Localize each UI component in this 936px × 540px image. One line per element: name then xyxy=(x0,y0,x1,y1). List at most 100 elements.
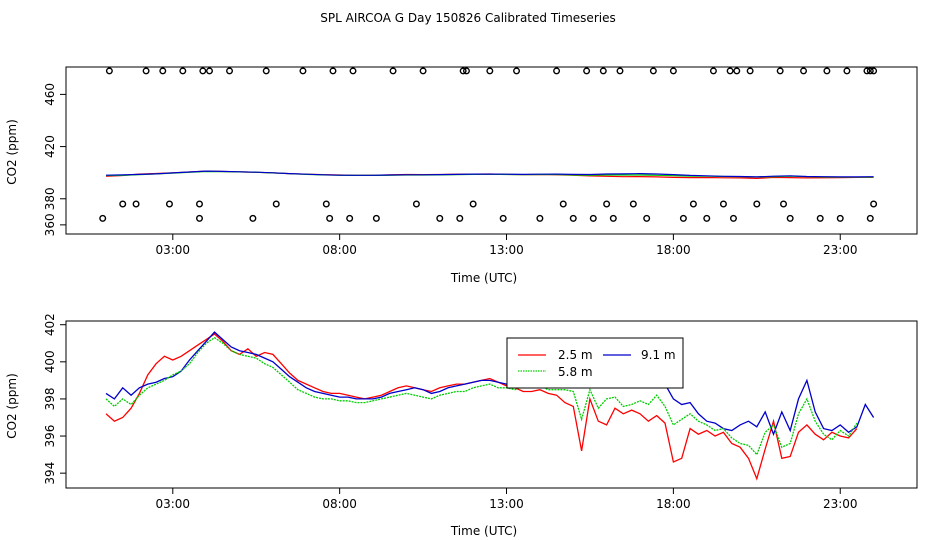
top-point xyxy=(469,200,477,208)
bottom-y-tick-label: 396 xyxy=(43,425,57,448)
top-point xyxy=(195,214,203,222)
top-point xyxy=(800,67,808,75)
top-panel: 03:00 08:00 13:00 18:00 23:00 360 380 420 460 T… xyxy=(5,66,918,285)
top-point xyxy=(142,67,150,75)
top-point xyxy=(583,67,591,75)
bottom-y-tick-label: 400 xyxy=(43,350,57,373)
top-point xyxy=(836,214,844,222)
top-point xyxy=(179,67,187,75)
top-point xyxy=(119,200,127,208)
legend: 2.5 m 9.1 m 5.8 m xyxy=(506,337,684,389)
top-point xyxy=(733,67,741,75)
top-x-tick-label: 13:00 xyxy=(489,243,524,257)
top-point xyxy=(486,67,494,75)
top-x-axis-label: Time (UTC) xyxy=(450,271,517,285)
top-point xyxy=(589,214,597,222)
top-point xyxy=(329,67,337,75)
top-point xyxy=(165,200,173,208)
top-point xyxy=(726,67,734,75)
top-y-axis: 360 380 420 460 xyxy=(43,83,66,236)
top-point xyxy=(459,67,467,75)
top-point xyxy=(609,214,617,222)
top-point xyxy=(729,214,737,222)
chart-title: SPL AIRCOA G Day 150826 Calibrated Times… xyxy=(320,11,615,25)
top-point xyxy=(746,67,754,75)
top-point xyxy=(603,200,611,208)
top-x-tick-label: 23:00 xyxy=(823,243,858,257)
top-point xyxy=(419,67,427,75)
legend-box xyxy=(506,337,684,389)
bottom-y-tick-label: 398 xyxy=(43,387,57,410)
top-point xyxy=(262,67,270,75)
top-point xyxy=(679,214,687,222)
top-point xyxy=(322,200,330,208)
top-y-axis-label: CO2 (ppm) xyxy=(5,119,19,185)
top-point xyxy=(569,214,577,222)
top-point xyxy=(299,67,307,75)
bottom-series-line xyxy=(105,336,858,456)
top-point xyxy=(599,67,607,75)
top-point xyxy=(346,214,354,222)
top-point xyxy=(536,214,544,222)
legend-label-9-1m: 9.1 m xyxy=(641,348,676,362)
bottom-x-axis-label: Time (UTC) xyxy=(450,524,517,538)
top-point xyxy=(105,67,113,75)
top-point xyxy=(843,67,851,75)
bottom-x-tick-label: 08:00 xyxy=(322,497,357,511)
top-point xyxy=(863,67,871,75)
top-point xyxy=(513,67,521,75)
top-point xyxy=(709,67,717,75)
top-point xyxy=(703,214,711,222)
top-point xyxy=(326,214,334,222)
top-point xyxy=(689,200,697,208)
top-y-tick-label: 420 xyxy=(43,135,57,158)
top-point xyxy=(553,67,561,75)
top-point xyxy=(272,200,280,208)
top-point xyxy=(776,67,784,75)
top-point xyxy=(643,214,651,222)
top-point xyxy=(823,67,831,75)
top-point xyxy=(456,214,464,222)
top-series-line xyxy=(105,170,874,178)
top-point xyxy=(786,214,794,222)
top-point xyxy=(753,200,761,208)
bottom-y-tick-label: 402 xyxy=(43,313,57,336)
top-y-tick-label: 360 xyxy=(43,213,57,236)
top-point xyxy=(132,200,140,208)
legend-label-5-8m: 5.8 m xyxy=(558,365,593,379)
top-point xyxy=(389,67,397,75)
top-point xyxy=(669,67,677,75)
bottom-series-line xyxy=(105,331,875,437)
top-point xyxy=(462,67,470,75)
top-point xyxy=(412,200,420,208)
bottom-x-tick-label: 13:00 xyxy=(489,497,524,511)
legend-label-2-5m: 2.5 m xyxy=(558,348,593,362)
top-plot-frame xyxy=(65,66,918,235)
top-point xyxy=(99,214,107,222)
bottom-x-tick-label: 18:00 xyxy=(656,497,691,511)
top-y-tick-label: 460 xyxy=(43,83,57,106)
top-point xyxy=(499,214,507,222)
top-point xyxy=(719,200,727,208)
top-x-tick-label: 18:00 xyxy=(656,243,691,257)
top-point xyxy=(206,67,214,75)
top-point xyxy=(816,214,824,222)
top-point xyxy=(249,214,257,222)
top-x-tick-label: 08:00 xyxy=(322,243,357,257)
bottom-panel: 03:00 08:00 13:00 18:00 23:00 394 396 398 400 40… xyxy=(5,313,918,538)
bottom-x-tick-label: 23:00 xyxy=(823,497,858,511)
top-point xyxy=(349,67,357,75)
bottom-plot-frame xyxy=(65,320,918,489)
top-point xyxy=(866,214,874,222)
top-point xyxy=(199,67,207,75)
top-x-axis: 03:00 08:00 13:00 18:00 23:00 xyxy=(155,234,858,257)
top-point xyxy=(616,67,624,75)
top-point xyxy=(226,67,234,75)
top-point xyxy=(559,200,567,208)
top-y-tick-label: 380 xyxy=(43,187,57,210)
bottom-y-axis: 394 396 398 400 402 xyxy=(43,313,66,485)
top-point xyxy=(436,214,444,222)
top-point xyxy=(195,200,203,208)
top-point xyxy=(159,67,167,75)
